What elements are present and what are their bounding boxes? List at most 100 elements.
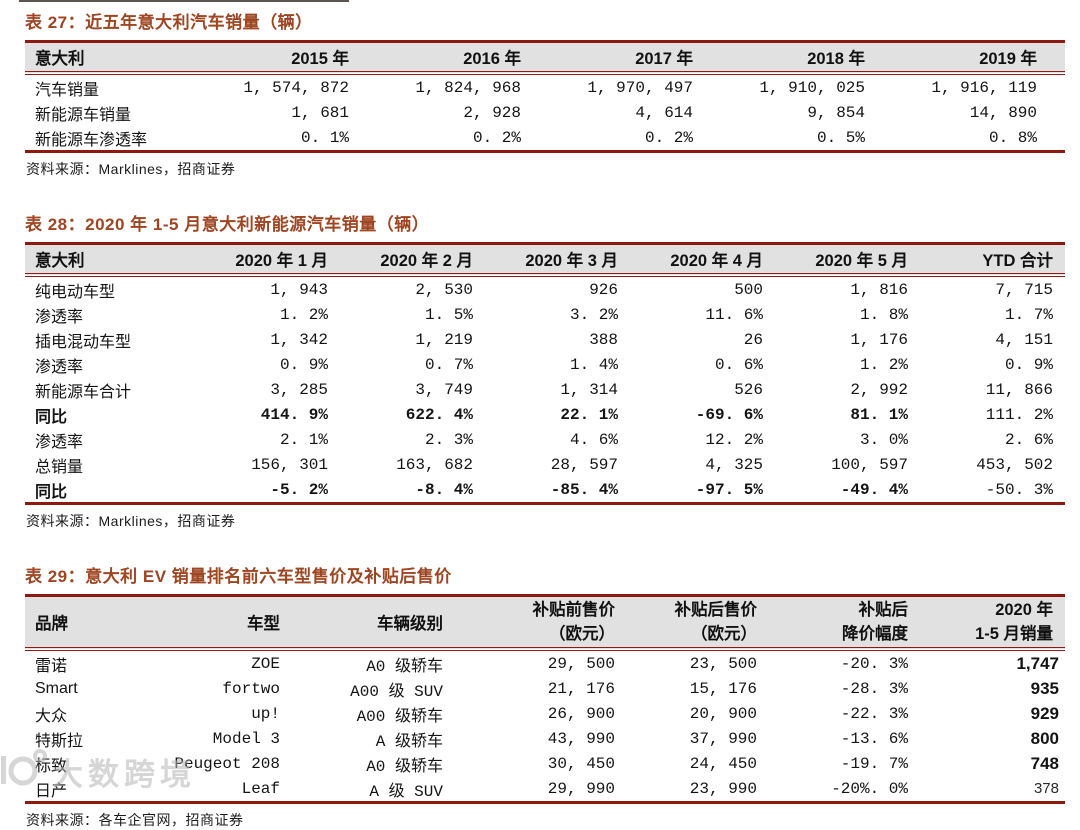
table-row: Smart fortwo A00 级 SUV 21, 176 15, 176 -…: [25, 676, 1065, 701]
column-header-sales: 2020 年 1-5 月销量: [920, 595, 1065, 651]
table-row: 渗透率 2. 1% 2. 3% 4. 6% 12. 2% 3. 0% 2. 6%: [25, 427, 1065, 452]
brand-cell: 大众: [35, 707, 68, 725]
cell-value: -69. 6%: [695, 405, 763, 424]
cell-value: 622. 4%: [405, 405, 473, 424]
cell-value: 0. 5%: [816, 128, 865, 147]
cell-value: 4, 614: [635, 103, 693, 122]
cell-value: 156, 301: [251, 455, 328, 474]
column-header-ytd: YTD 合计: [920, 243, 1065, 277]
cell-value: 22. 1%: [560, 405, 618, 424]
table-row: 渗透率 1. 2% 1. 5% 3. 2% 11. 6% 1. 8% 1. 7%: [25, 302, 1065, 327]
column-header-pre-subsidy-price: 补贴前售价 （欧元）: [455, 595, 625, 651]
table-29: 品牌 车型 车辆级别 补贴前售价 （欧元） 补贴后售价 （欧元） 补贴后 降价幅…: [25, 594, 1065, 804]
table-row: 同比 414. 9% 622. 4% 22. 1% -69. 6% 81. 1%…: [25, 402, 1065, 427]
row-label: 新能源车合计: [35, 383, 132, 401]
table-row: 大众 up! A00 级轿车 26, 900 20, 900 -22. 3% 9…: [25, 701, 1065, 726]
column-header-brand: 品牌: [25, 595, 145, 651]
post-price-cell: 24, 450: [689, 754, 757, 773]
column-header-month: 2020 年 3 月: [485, 243, 630, 277]
table-28-title: 表 28：2020 年 1-5 月意大利新能源汽车销量（辆）: [25, 215, 430, 234]
discount-cell: -22. 3%: [840, 704, 908, 723]
column-header-year: 2019 年: [893, 41, 1065, 75]
cell-value: 3, 749: [415, 380, 473, 399]
post-price-cell: 37, 990: [689, 729, 757, 748]
cell-value: 0. 2%: [472, 128, 521, 147]
discount-cell: -20%. 0%: [831, 779, 908, 798]
cell-value: 81. 1%: [850, 405, 908, 424]
cell-value: 28, 597: [550, 455, 618, 474]
cell-value: 100, 597: [831, 455, 908, 474]
class-cell: A0 级轿车: [366, 757, 443, 776]
pre-price-cell: 43, 990: [547, 729, 615, 748]
brand-cell: Smart: [35, 679, 78, 697]
pre-price-cell: 29, 500: [547, 654, 615, 673]
source-note: 资料来源：Marklines，招商证券: [26, 161, 236, 177]
cell-value: 1. 7%: [1004, 305, 1053, 324]
class-cell: A0 级轿车: [366, 657, 443, 676]
header-line: 补贴后售价: [674, 601, 758, 619]
cell-value: 1. 5%: [424, 305, 473, 324]
cell-value: 2. 3%: [424, 430, 473, 449]
discount-cell: -28. 3%: [840, 679, 908, 698]
table-row: 汽车销量 1, 574, 872 1, 824, 968 1, 970, 497…: [25, 73, 1065, 100]
cell-value: 1. 2%: [859, 355, 908, 374]
cell-value: -50. 3%: [985, 480, 1053, 499]
table-28-header-row: 意大利 2020 年 1 月 2020 年 2 月 2020 年 3 月 202…: [25, 243, 1065, 277]
column-header-month: 2020 年 2 月: [340, 243, 485, 277]
cell-value: 3. 0%: [859, 430, 908, 449]
cell-value: 1, 219: [415, 330, 473, 349]
cell-value: 3, 285: [270, 380, 328, 399]
pre-price-cell: 30, 450: [547, 754, 615, 773]
column-header-month: 2020 年 4 月: [630, 243, 775, 277]
sales-cell: 378: [1033, 780, 1059, 797]
cell-value: 9, 854: [807, 103, 865, 122]
column-header-month: 2020 年 1 月: [195, 243, 340, 277]
cell-value: 163, 682: [396, 455, 473, 474]
pre-price-cell: 29, 990: [547, 779, 615, 798]
cell-value: 0. 2%: [644, 128, 693, 147]
class-cell: A 级 SUV: [369, 782, 443, 801]
cell-value: 0. 8%: [988, 128, 1037, 147]
row-label: 新能源车销量: [35, 106, 132, 124]
post-price-cell: 15, 176: [689, 679, 757, 698]
cell-value: 1, 176: [850, 330, 908, 349]
table-row: 新能源车合计 3, 285 3, 749 1, 314 526 2, 992 1…: [25, 377, 1065, 402]
table-row: 新能源车销量 1, 681 2, 928 4, 614 9, 854 14, 8…: [25, 100, 1065, 125]
discount-cell: -20. 3%: [840, 654, 908, 673]
post-price-cell: 20, 900: [689, 704, 757, 723]
cell-value: 1. 4%: [569, 355, 618, 374]
class-cell: A00 级 SUV: [350, 682, 443, 701]
column-header-region: 意大利: [25, 41, 205, 75]
cell-value: 1, 970, 497: [587, 78, 693, 97]
cell-value: 1, 314: [560, 380, 618, 399]
cell-value: 1, 916, 119: [931, 78, 1037, 97]
model-cell: Peugeot 208: [174, 754, 280, 773]
cell-value: 0. 7%: [424, 355, 473, 374]
cell-value: 453, 502: [976, 455, 1053, 474]
cell-value: 1, 681: [291, 103, 349, 122]
model-cell: up!: [251, 704, 280, 723]
column-header-year: 2017 年: [549, 41, 721, 75]
row-label: 同比: [35, 408, 68, 426]
cell-value: 2. 6%: [1004, 430, 1053, 449]
cell-value: 1, 910, 025: [759, 78, 865, 97]
column-header-post-subsidy-price: 补贴后售价 （欧元）: [625, 595, 767, 651]
cell-value: 0. 1%: [300, 128, 349, 147]
cell-value: 1. 2%: [279, 305, 328, 324]
column-header-month: 2020 年 5 月: [775, 243, 920, 277]
cell-value: 2, 530: [415, 280, 473, 299]
cell-value: 26: [743, 330, 763, 349]
cell-value: 14, 890: [969, 103, 1037, 122]
cell-value: 4. 6%: [569, 430, 618, 449]
post-price-cell: 23, 500: [689, 654, 757, 673]
cell-value: 0. 6%: [714, 355, 763, 374]
cell-value: 526: [734, 380, 763, 399]
sales-cell: 929: [1030, 703, 1059, 723]
class-cell: A 级轿车: [375, 732, 443, 751]
column-header-year: 2015 年: [205, 41, 377, 75]
cell-value: 388: [589, 330, 618, 349]
column-header-year: 2016 年: [377, 41, 549, 75]
header-line: 补贴前售价: [532, 601, 616, 619]
table-row: 总销量 156, 301 163, 682 28, 597 4, 325 100…: [25, 452, 1065, 477]
cell-value: 1. 8%: [859, 305, 908, 324]
